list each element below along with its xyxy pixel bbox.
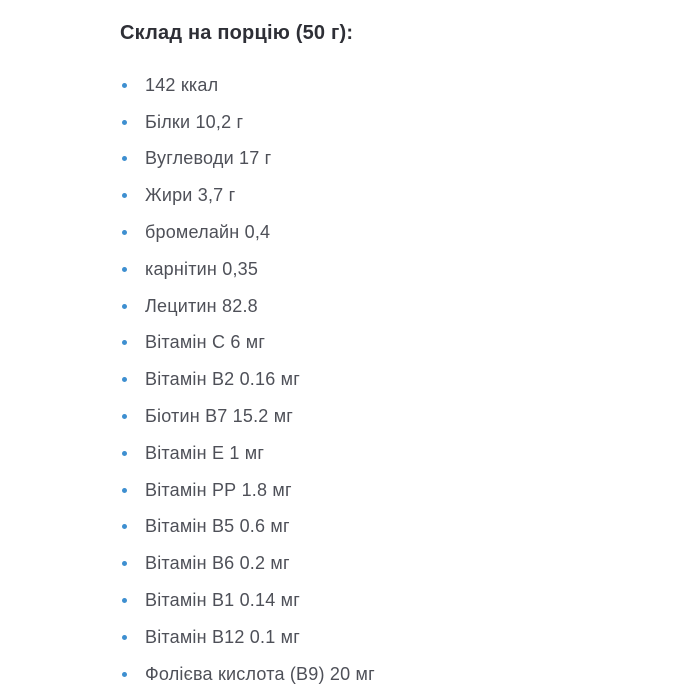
bullet-icon [122, 524, 127, 530]
nutrition-list: 142 ккал Білки 10,2 г Вуглеводи 17 г Жири 3… [120, 67, 680, 693]
list-item: Вітамін Е 1 мг [120, 435, 680, 472]
bullet-icon [122, 156, 127, 162]
bullet-icon [122, 634, 127, 640]
list-item: Лецитин 82.8 [120, 288, 680, 325]
list-item: Вітамін В12 0.1 мг [120, 619, 680, 656]
list-item-label: Фолієва кислота (В9) 20 мг [145, 663, 375, 684]
list-item: Вітамін С 6 мг [120, 325, 680, 362]
bullet-icon [122, 377, 127, 383]
list-item: Біотин В7 15.2 мг [120, 398, 680, 435]
list-item-label: Вітамін РР 1.8 мг [145, 479, 292, 500]
list-item: Вітамін В5 0.6 мг [120, 509, 680, 546]
list-item: Вітамін РР 1.8 мг [120, 472, 680, 509]
list-item-label: Вітамін В2 0.16 мг [145, 369, 300, 390]
bullet-icon [122, 671, 127, 677]
bullet-icon [122, 82, 127, 88]
list-item-label: Лецитин 82.8 [145, 295, 258, 316]
bullet-icon [122, 193, 127, 199]
bullet-icon [122, 340, 127, 346]
bullet-icon [122, 119, 127, 125]
section-title: Склад на порцію (50 г): [120, 22, 354, 44]
list-item: карнітин 0,35 [120, 251, 680, 288]
list-item-label: Вітамін В1 0.14 мг [145, 590, 300, 611]
list-item-label: Вітамін В12 0.1 мг [145, 626, 300, 647]
bullet-icon [122, 487, 127, 493]
list-item: Білки 10,2 г [120, 104, 680, 141]
list-item: 142 ккал [120, 67, 680, 104]
list-item: Фолієва кислота (В9) 20 мг [120, 656, 680, 693]
list-item-label: Білки 10,2 г [145, 111, 244, 132]
bullet-icon [122, 303, 127, 309]
list-item-label: бромелайн 0,4 [145, 222, 271, 243]
list-item-label: Вітамін С 6 мг [145, 332, 266, 353]
list-item-label: Вітамін В6 0.2 мг [145, 553, 290, 574]
bullet-icon [122, 450, 127, 456]
bullet-icon [122, 266, 127, 272]
list-item-label: Вітамін В5 0.6 мг [145, 516, 290, 537]
list-item: Вітамін В6 0.2 мг [120, 545, 680, 582]
list-item: Вуглеводи 17 г [120, 141, 680, 178]
list-item: бромелайн 0,4 [120, 214, 680, 251]
list-item-label: Вітамін Е 1 мг [145, 442, 265, 463]
list-item-label: 142 ккал [145, 74, 219, 95]
list-item-label: Жири 3,7 г [145, 185, 236, 206]
bullet-icon [122, 230, 127, 236]
list-item: Жири 3,7 г [120, 177, 680, 214]
bullet-icon [122, 414, 127, 420]
list-item-label: Біотин В7 15.2 мг [145, 406, 294, 427]
bullet-icon [122, 598, 127, 604]
list-item: Вітамін В2 0.16 мг [120, 361, 680, 398]
list-item-label: Вуглеводи 17 г [145, 148, 272, 169]
bullet-icon [122, 561, 127, 567]
list-item: Вітамін В1 0.14 мг [120, 582, 680, 619]
list-item-label: карнітин 0,35 [145, 258, 259, 279]
